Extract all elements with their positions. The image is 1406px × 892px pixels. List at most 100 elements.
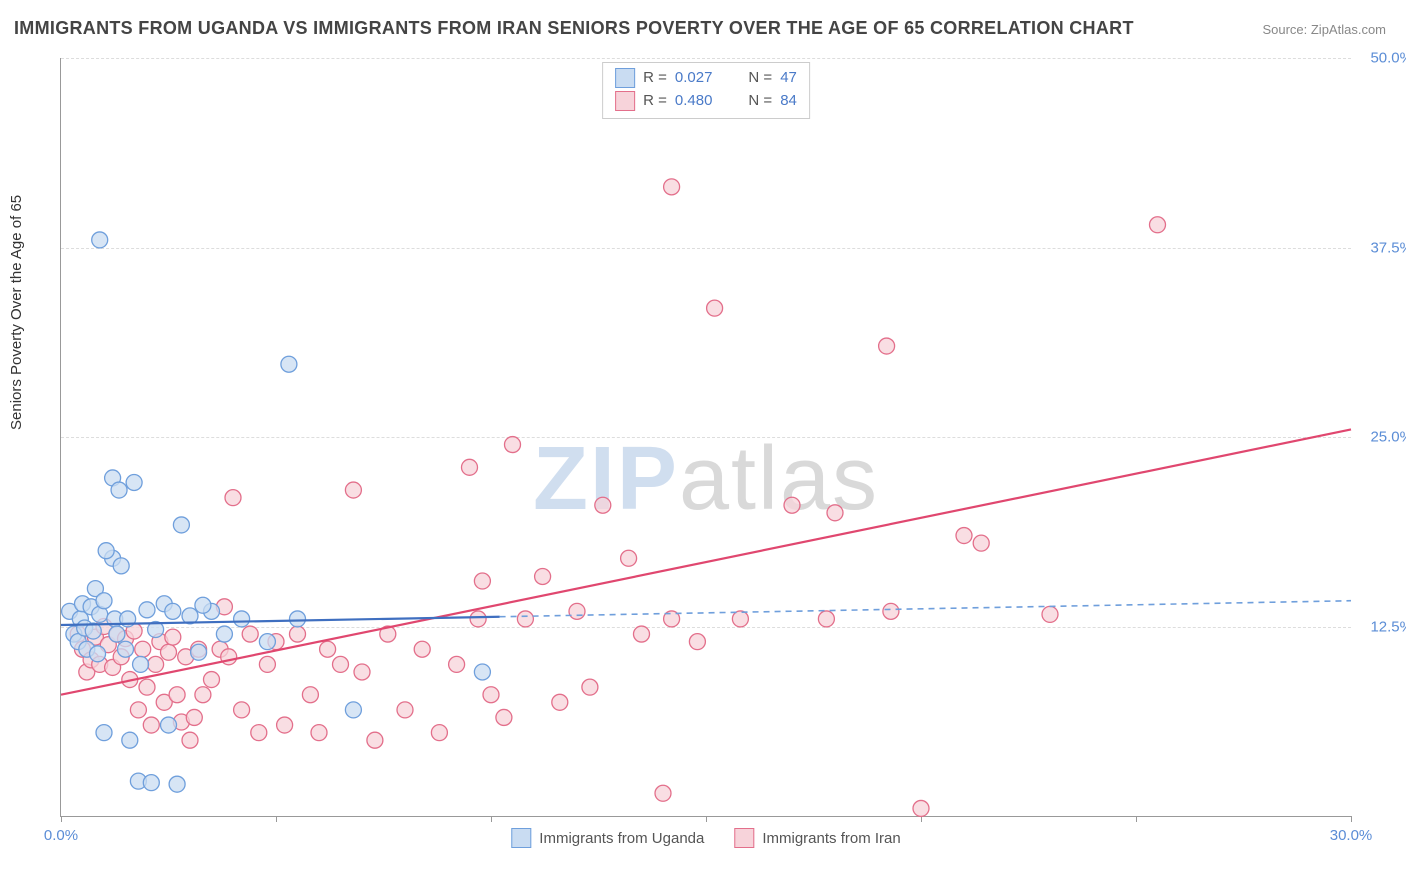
y-tick-label: 37.5% (1370, 239, 1406, 256)
data-point (818, 611, 834, 627)
data-point (345, 702, 361, 718)
x-tick (61, 816, 62, 822)
x-tick (491, 816, 492, 822)
data-point (367, 732, 383, 748)
data-point (234, 611, 250, 627)
data-point (664, 179, 680, 195)
data-point (913, 800, 929, 816)
n-value-b: 84 (780, 90, 797, 113)
data-point (139, 679, 155, 695)
r-value-a: 0.027 (675, 67, 713, 90)
stats-row-uganda: R = 0.027 N = 47 (615, 67, 797, 90)
data-point (169, 687, 185, 703)
chart-plot-area: ZIPatlas R = 0.027 N = 47 R = 0.480 N = … (60, 58, 1351, 817)
data-point (195, 597, 211, 613)
data-point (165, 603, 181, 619)
data-point (311, 725, 327, 741)
data-point (973, 535, 989, 551)
data-point (111, 482, 127, 498)
data-point (143, 717, 159, 733)
data-point (879, 338, 895, 354)
data-point (234, 702, 250, 718)
data-point (281, 356, 297, 372)
r-label-b: R = (643, 90, 667, 113)
data-point (173, 517, 189, 533)
data-point (1042, 606, 1058, 622)
data-point (186, 709, 202, 725)
data-point (96, 593, 112, 609)
data-point (90, 646, 106, 662)
n-label-b: N = (748, 90, 772, 113)
data-point (621, 550, 637, 566)
x-tick (706, 816, 707, 822)
bottom-legend: Immigrants from Uganda Immigrants from I… (511, 828, 900, 848)
data-point (122, 732, 138, 748)
data-point (148, 656, 164, 672)
data-point (225, 490, 241, 506)
legend-swatch-iran (734, 828, 754, 848)
stats-legend-box: R = 0.027 N = 47 R = 0.480 N = 84 (602, 62, 810, 119)
data-point (191, 644, 207, 660)
data-point (449, 656, 465, 672)
stats-row-iran: R = 0.480 N = 84 (615, 90, 797, 113)
legend-label-uganda: Immigrants from Uganda (539, 830, 704, 847)
y-tick-label: 25.0% (1370, 429, 1406, 446)
x-tick (276, 816, 277, 822)
data-point (133, 656, 149, 672)
data-point (259, 656, 275, 672)
data-point (354, 664, 370, 680)
data-point (483, 687, 499, 703)
data-point (827, 505, 843, 521)
legend-swatch-uganda (511, 828, 531, 848)
swatch-iran (615, 91, 635, 111)
n-label-a: N = (748, 67, 772, 90)
data-point (251, 725, 267, 741)
data-point (333, 656, 349, 672)
data-point (182, 732, 198, 748)
data-point (216, 626, 232, 642)
data-point (139, 602, 155, 618)
data-point (535, 568, 551, 584)
legend-item-iran: Immigrants from Iran (734, 828, 900, 848)
x-tick (1136, 816, 1137, 822)
data-point (277, 717, 293, 733)
legend-label-iran: Immigrants from Iran (762, 830, 900, 847)
data-point (143, 775, 159, 791)
data-point (956, 528, 972, 544)
data-point (634, 626, 650, 642)
x-tick-label: 0.0% (44, 827, 78, 844)
r-label-a: R = (643, 67, 667, 90)
data-point (161, 717, 177, 733)
data-point (474, 664, 490, 680)
data-point (130, 702, 146, 718)
data-point (165, 629, 181, 645)
r-value-b: 0.480 (675, 90, 713, 113)
data-point (242, 626, 258, 642)
data-point (320, 641, 336, 657)
data-point (161, 644, 177, 660)
data-point (397, 702, 413, 718)
data-point (689, 634, 705, 650)
data-point (732, 611, 748, 627)
data-point (345, 482, 361, 498)
data-point (582, 679, 598, 695)
y-tick-label: 50.0% (1370, 50, 1406, 67)
data-point (414, 641, 430, 657)
data-point (204, 672, 220, 688)
data-point (505, 437, 521, 453)
data-point (98, 543, 114, 559)
data-point (462, 459, 478, 475)
y-tick-label: 12.5% (1370, 618, 1406, 635)
data-point (290, 611, 306, 627)
data-point (96, 725, 112, 741)
data-point (552, 694, 568, 710)
legend-item-uganda: Immigrants from Uganda (511, 828, 704, 848)
y-axis-label: Seniors Poverty Over the Age of 65 (8, 195, 25, 430)
data-point (707, 300, 723, 316)
data-point (655, 785, 671, 801)
x-tick (1351, 816, 1352, 822)
data-point (595, 497, 611, 513)
chart-title: IMMIGRANTS FROM UGANDA VS IMMIGRANTS FRO… (14, 18, 1134, 39)
data-point (470, 611, 486, 627)
n-value-a: 47 (780, 67, 797, 90)
